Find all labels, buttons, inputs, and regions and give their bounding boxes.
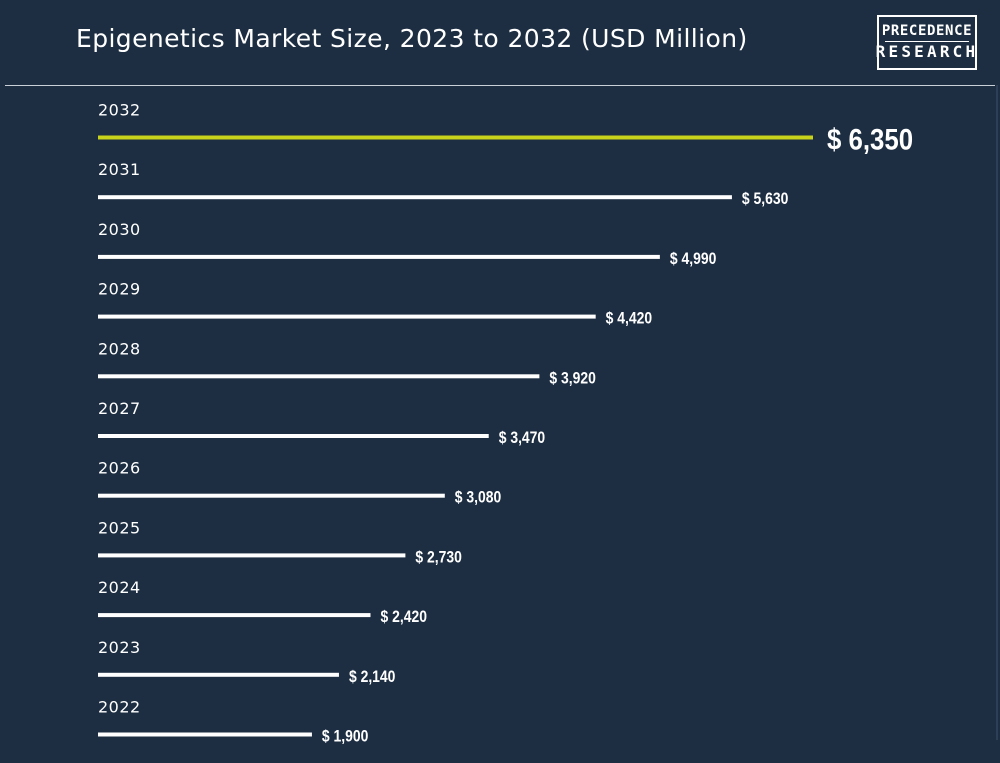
bar <box>98 254 660 259</box>
bar <box>98 732 312 737</box>
logo-line-1: PRECEDENCE <box>881 23 973 40</box>
bar <box>98 374 540 379</box>
bottom-strip <box>0 745 1000 763</box>
value-label: $ 6,350 <box>827 123 913 156</box>
value-label: $ 2,730 <box>415 548 461 567</box>
bar <box>98 135 813 140</box>
bar <box>98 434 489 438</box>
bar <box>98 195 732 200</box>
value-label: $ 5,630 <box>742 190 788 209</box>
chart-title: Epigenetics Market Size, 2023 to 2032 (U… <box>76 24 748 53</box>
year-label: 2029 <box>98 280 141 299</box>
year-label: 2025 <box>98 518 141 537</box>
value-label: $ 3,080 <box>455 488 501 507</box>
value-label: $ 3,920 <box>549 369 595 388</box>
year-label: 2023 <box>98 638 141 657</box>
value-label: $ 3,470 <box>499 429 545 448</box>
header-divider <box>5 85 995 86</box>
logo-divider <box>885 40 969 42</box>
right-edge-divider <box>996 85 998 740</box>
year-label: 2032 <box>98 101 141 120</box>
value-label: $ 4,420 <box>606 309 652 328</box>
value-label: $ 2,420 <box>380 608 426 627</box>
bar <box>98 553 406 558</box>
bar <box>98 672 339 677</box>
logo-line-2: RESEARCH <box>875 41 979 61</box>
value-label: $ 1,900 <box>322 727 368 746</box>
bar <box>98 613 371 618</box>
year-label: 2028 <box>98 339 141 358</box>
year-label: 2026 <box>98 459 141 478</box>
bar <box>98 314 596 319</box>
year-label: 2027 <box>98 399 141 418</box>
bar <box>98 493 445 498</box>
value-label: $ 4,990 <box>670 250 716 269</box>
year-label: 2031 <box>98 160 141 179</box>
precedence-research-logo: PRECEDENCE RESEARCH <box>875 15 979 70</box>
year-label: 2022 <box>98 698 141 717</box>
year-label: 2024 <box>98 578 141 597</box>
year-label: 2030 <box>98 220 141 239</box>
value-label: $ 2,140 <box>349 668 395 687</box>
